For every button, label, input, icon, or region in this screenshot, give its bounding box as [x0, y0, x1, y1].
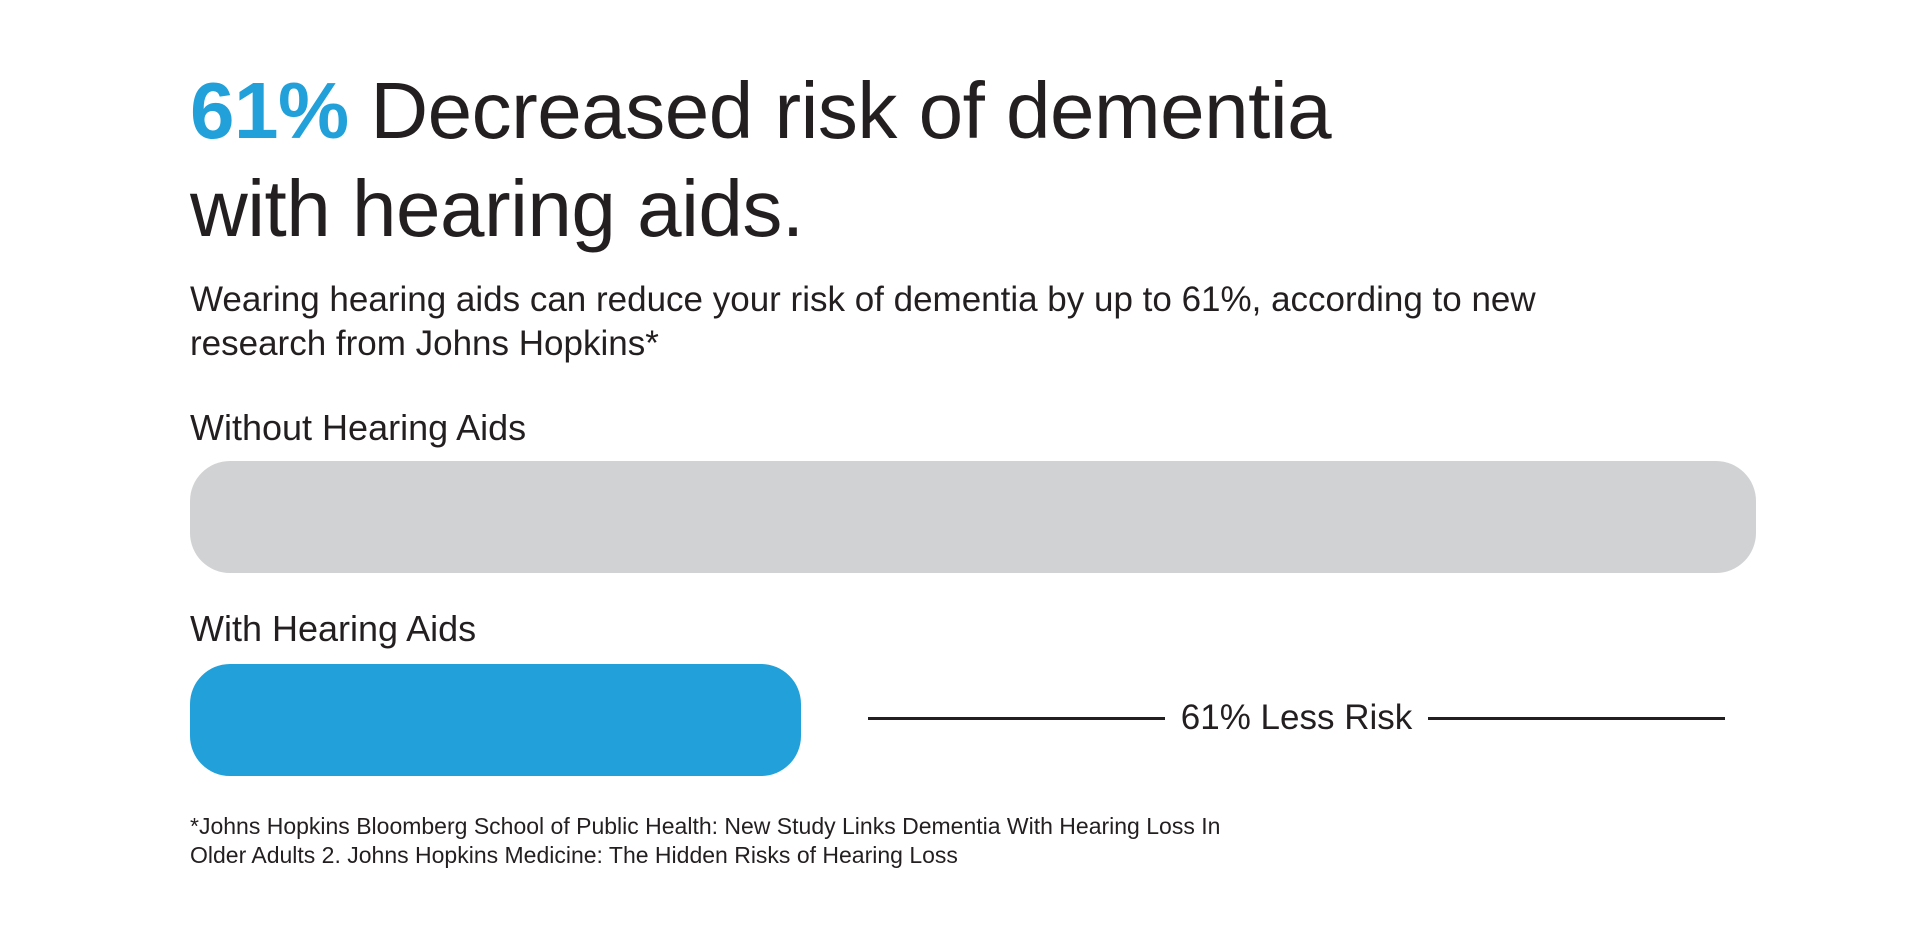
footnote-line1: *Johns Hopkins Bloomberg School of Publi… [190, 813, 1221, 839]
headline-line2: with hearing aids. [190, 164, 804, 253]
risk-reduction-callout: 61% Less Risk [868, 696, 1726, 740]
callout-line-right [1428, 716, 1726, 720]
bar-without-hearing-aids [190, 461, 1756, 573]
bar-label-without-hearing-aids: Without Hearing Aids [190, 407, 527, 448]
headline: 61% Decreased risk of dementia with heari… [190, 62, 1690, 258]
callout-line-left [868, 716, 1165, 720]
headline-line1-rest: Decreased risk of dementia [348, 66, 1332, 155]
subtitle: Wearing hearing aids can reduce your ris… [190, 280, 1536, 363]
footnote: *Johns Hopkins Bloomberg School of Publi… [190, 812, 1290, 870]
bar-with-hearing-aids [190, 664, 801, 776]
footnote-line2: Older Adults 2. Johns Hopkins Medicine: … [190, 842, 958, 868]
bar-label-with-hearing-aids: With Hearing Aids [190, 608, 477, 649]
callout-text: 61% Less Risk [1180, 698, 1413, 737]
bar-track-without-hearing-aids [190, 461, 1756, 573]
bar-track-with-hearing-aids [190, 664, 1756, 776]
headline-highlight: 61% [190, 66, 349, 155]
